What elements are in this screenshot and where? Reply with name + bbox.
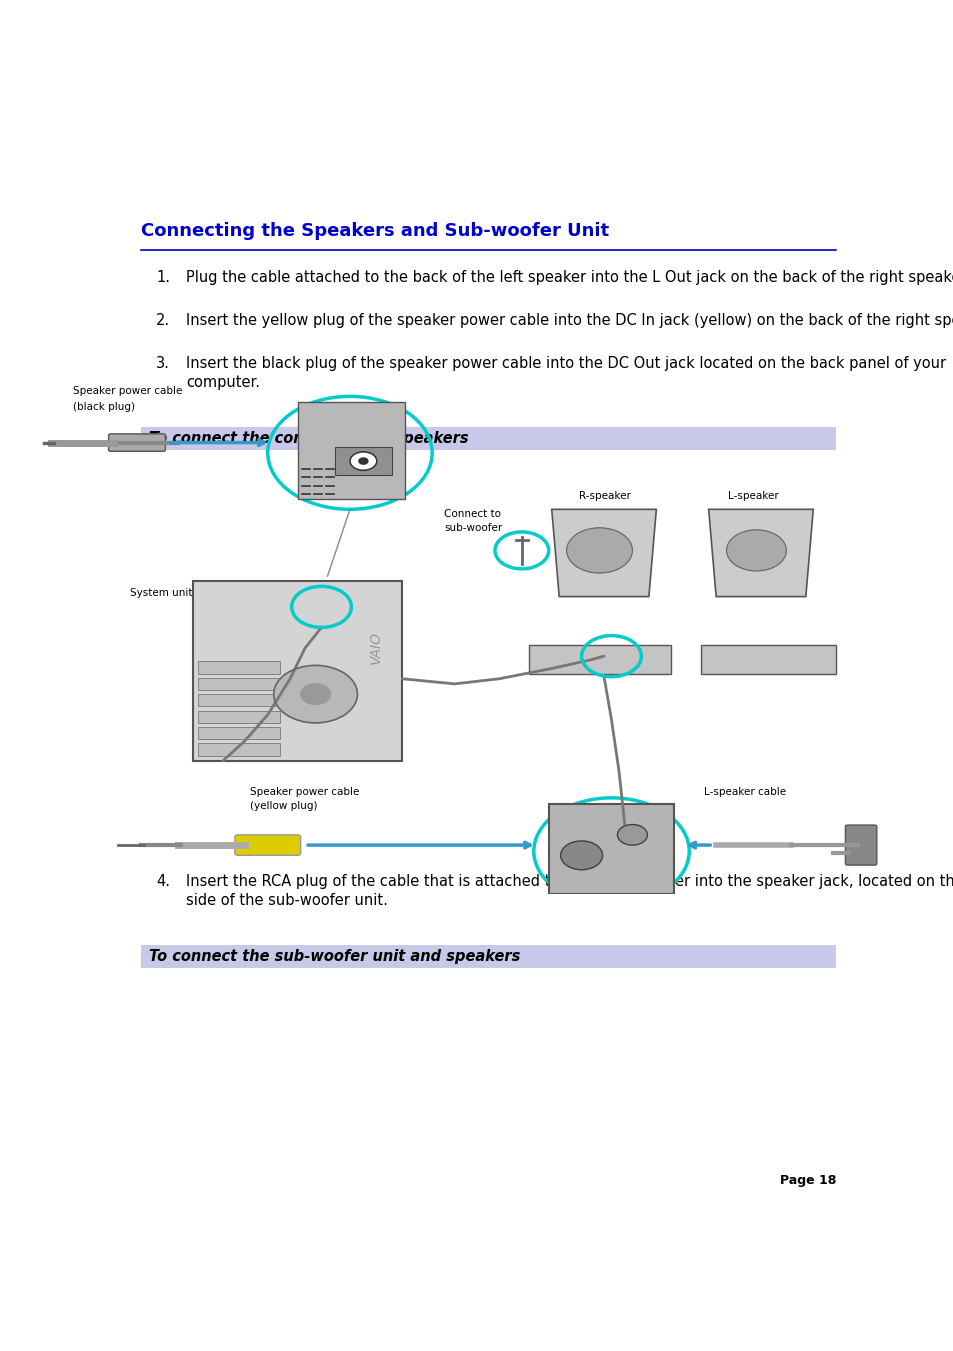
Text: sub-woofer: sub-woofer [444,523,502,532]
FancyBboxPatch shape [197,727,279,739]
FancyBboxPatch shape [197,661,279,674]
Circle shape [358,458,368,465]
FancyBboxPatch shape [297,401,405,499]
Text: Insert the black plug of the speaker power cable into the DC Out jack located on: Insert the black plug of the speaker pow… [186,355,945,390]
FancyBboxPatch shape [193,581,402,761]
Text: Connecting the Speakers and Sub-woofer Unit: Connecting the Speakers and Sub-woofer U… [141,223,609,240]
Text: Plug the cable attached to the back of the left speaker into the L Out jack on t: Plug the cable attached to the back of t… [186,270,953,285]
FancyBboxPatch shape [335,447,392,476]
Text: Connect to: Connect to [444,509,500,519]
FancyBboxPatch shape [548,804,674,894]
FancyBboxPatch shape [109,434,165,451]
Circle shape [560,840,602,870]
Circle shape [300,684,330,704]
FancyBboxPatch shape [197,711,279,723]
Text: L-speaker cable: L-speaker cable [703,786,785,797]
Text: (yellow plug): (yellow plug) [250,801,317,811]
FancyBboxPatch shape [197,678,279,690]
Text: 3.: 3. [156,355,170,370]
FancyBboxPatch shape [141,946,836,969]
Text: VAIO: VAIO [369,631,383,665]
Text: (black plug): (black plug) [73,401,135,412]
Polygon shape [551,509,656,597]
Circle shape [350,451,376,470]
FancyBboxPatch shape [197,694,279,707]
FancyBboxPatch shape [844,825,876,865]
Text: L-speaker: L-speaker [727,490,778,501]
Text: R-speaker: R-speaker [578,490,630,501]
Text: 4.: 4. [156,874,170,889]
Circle shape [617,824,647,846]
Text: 1.: 1. [156,270,170,285]
Circle shape [726,530,785,571]
FancyBboxPatch shape [141,427,836,450]
FancyBboxPatch shape [700,644,835,674]
Text: Insert the RCA plug of the cable that is attached to the right speaker into the : Insert the RCA plug of the cable that is… [186,874,953,908]
FancyBboxPatch shape [529,644,671,674]
Circle shape [274,666,357,723]
Text: To connect the sub-woofer unit and speakers: To connect the sub-woofer unit and speak… [149,950,519,965]
Text: Speaker power cable: Speaker power cable [250,786,359,797]
Text: Page 18: Page 18 [780,1174,836,1186]
Text: System unit: System unit [131,589,193,598]
FancyBboxPatch shape [197,743,279,755]
Text: To connect the computer and speakers: To connect the computer and speakers [149,431,468,446]
Text: Speaker power cable: Speaker power cable [73,386,183,396]
Polygon shape [708,509,812,597]
Text: Insert the yellow plug of the speaker power cable into the DC In jack (yellow) o: Insert the yellow plug of the speaker po… [186,313,953,328]
Circle shape [566,528,632,573]
FancyBboxPatch shape [234,835,300,855]
Text: 2.: 2. [156,313,171,328]
